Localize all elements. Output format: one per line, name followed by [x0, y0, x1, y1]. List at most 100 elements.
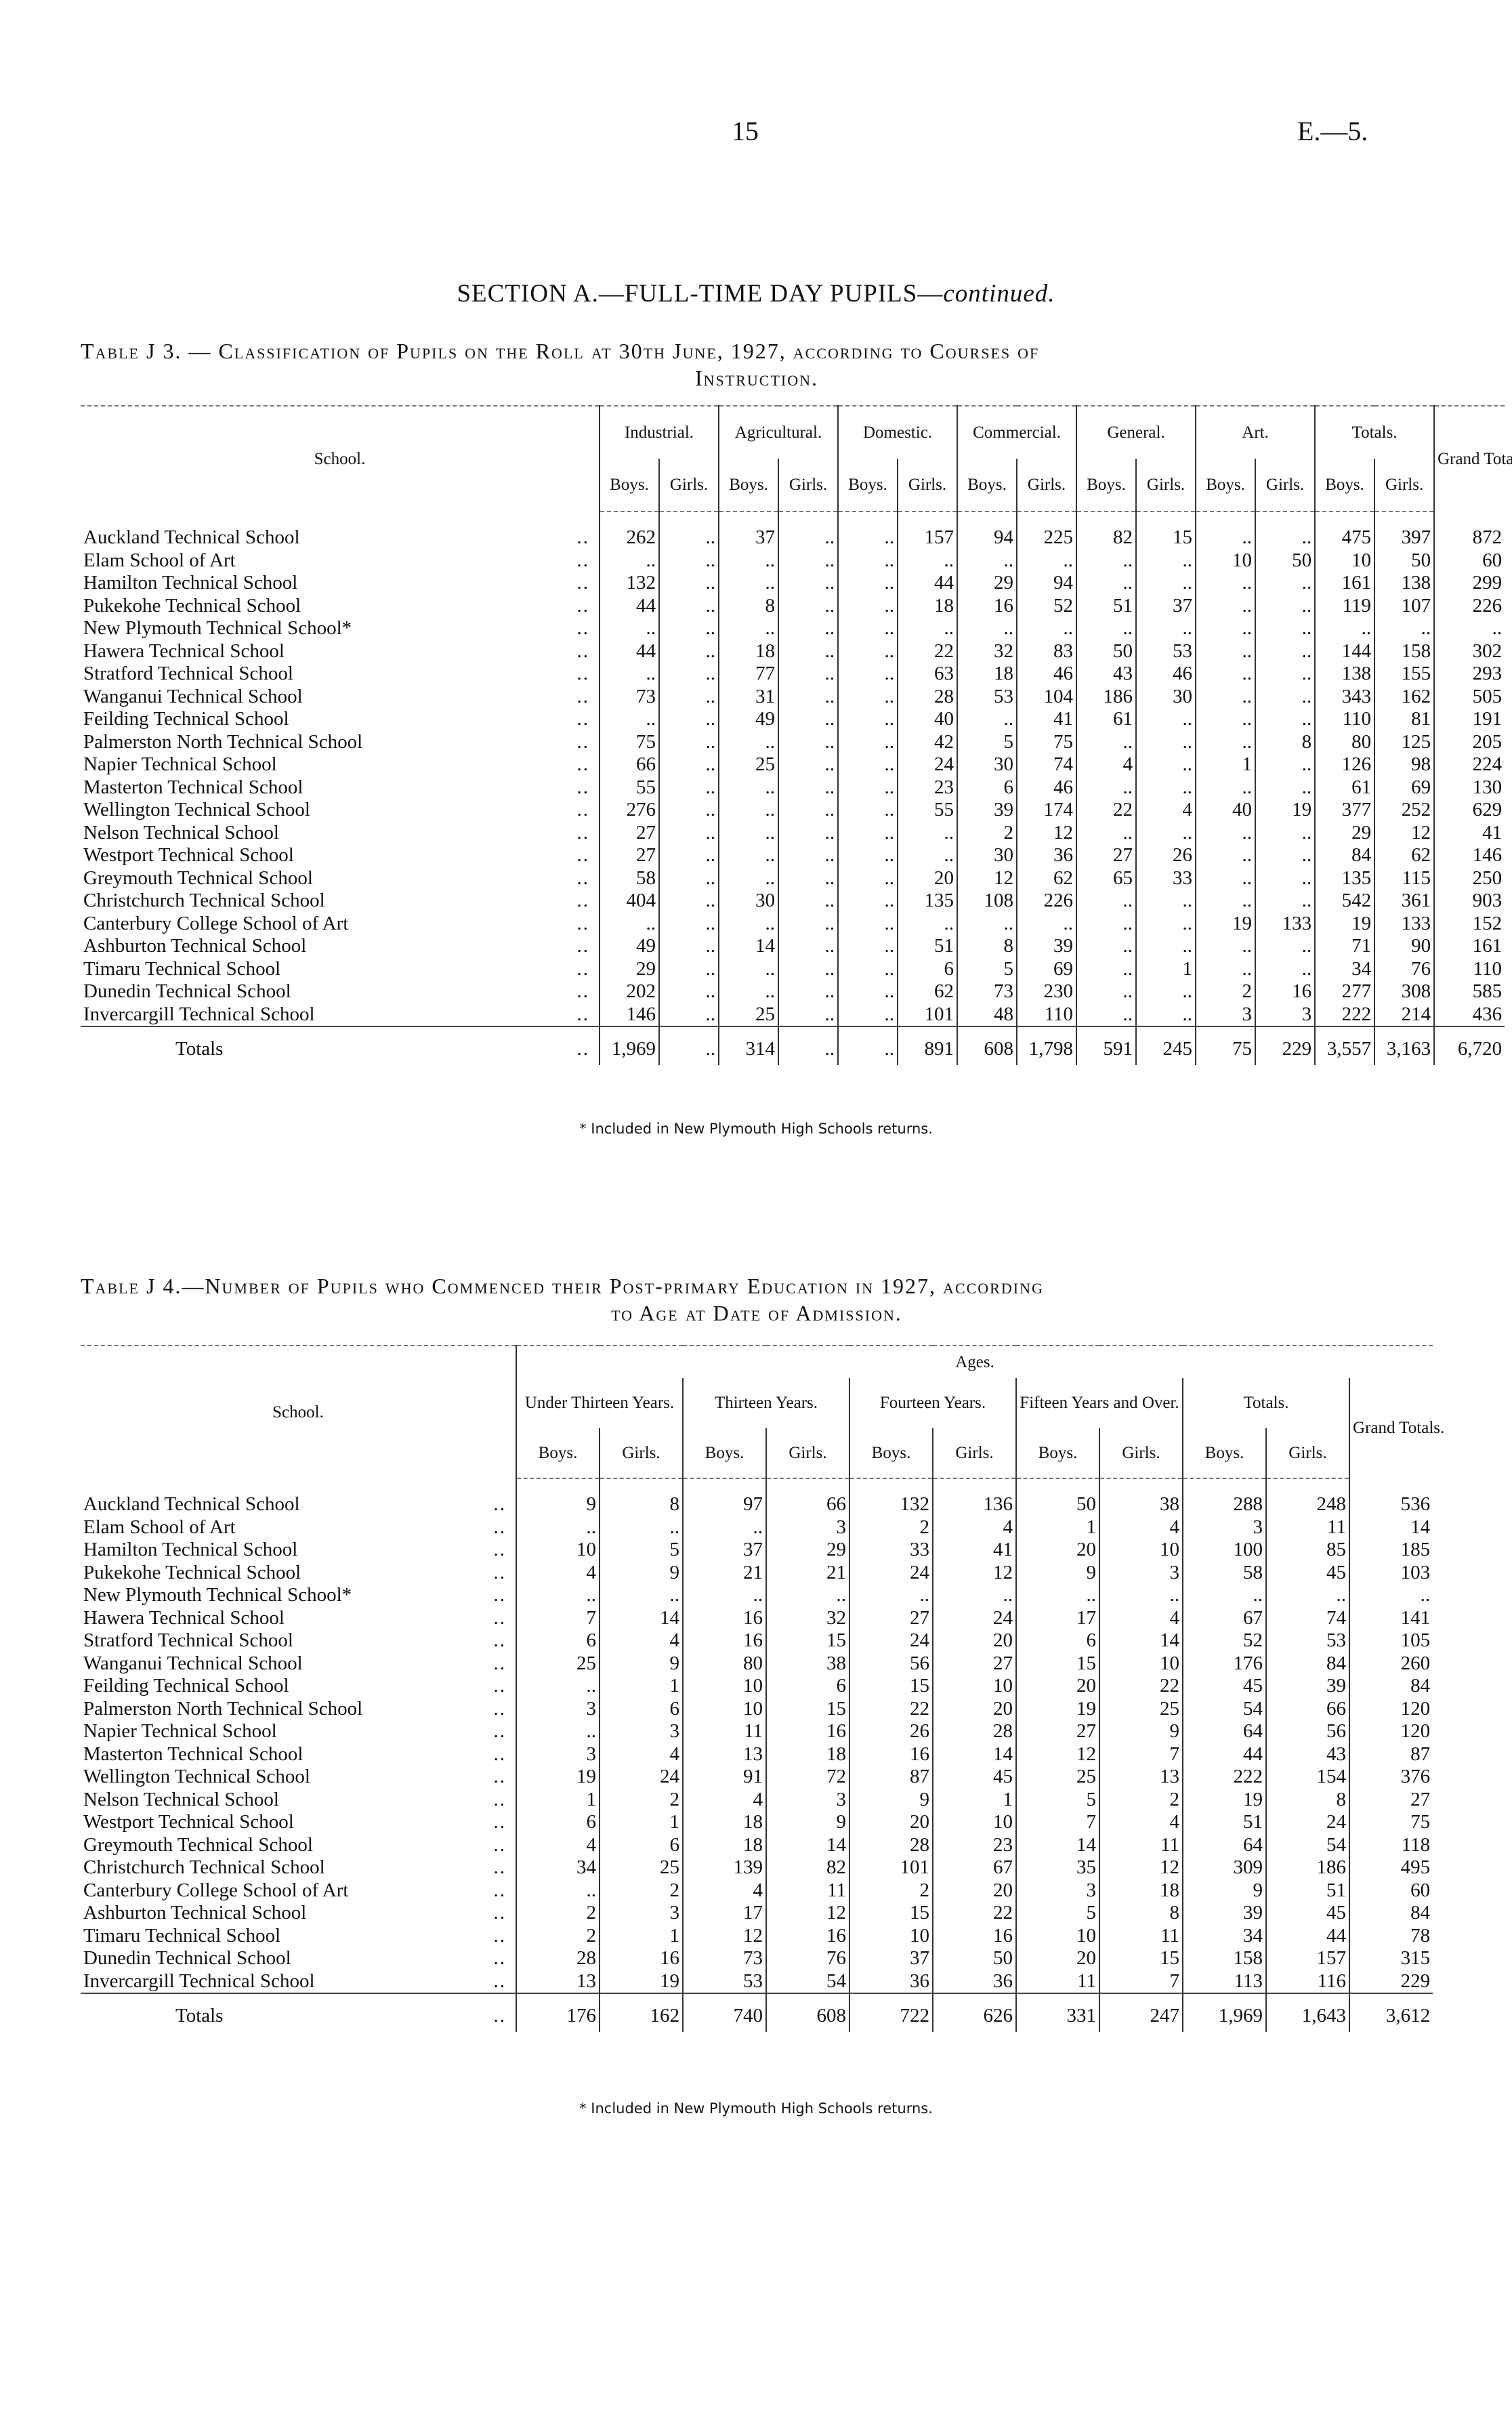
- school-name: Timaru Technical School..: [81, 1925, 516, 1948]
- cell-value: 1,798: [1016, 1025, 1077, 1065]
- cell-value: 245: [1135, 1025, 1196, 1065]
- cell-value: 12: [682, 1924, 766, 1947]
- cell-value: 5: [957, 730, 1017, 753]
- cell-value: 39: [1016, 935, 1077, 958]
- cell-value: ..: [837, 549, 898, 572]
- cell-value: 3: [599, 1720, 683, 1743]
- cell-value: 56: [1265, 1720, 1349, 1743]
- group-header: Agricultural.: [718, 405, 839, 459]
- cell-value: 31: [718, 685, 779, 708]
- cell-value: 58: [599, 867, 659, 890]
- table-row: Greymouth Technical School.. 58........ 20…: [81, 867, 1505, 890]
- cell-value: 41: [932, 1539, 1016, 1562]
- cell-value: 29: [1314, 821, 1375, 844]
- cell-value: 1: [599, 1924, 683, 1947]
- cell-value: 10: [1015, 1924, 1099, 1947]
- cell-value: 28: [849, 1833, 933, 1856]
- cell-value: 45: [932, 1766, 1016, 1789]
- cell-value: ..: [1076, 1003, 1137, 1026]
- group-header: Domestic.: [837, 405, 958, 459]
- cell-value: 24: [1265, 1811, 1349, 1834]
- cell-value: 309: [1182, 1856, 1266, 1879]
- school-name: Canterbury College School of Art..: [81, 1879, 516, 1902]
- cell-value: 343: [1314, 685, 1375, 708]
- cell-value: 115: [1374, 867, 1435, 890]
- cell-value: 135: [1314, 867, 1375, 890]
- cell-value: 40: [1195, 799, 1256, 822]
- school-label: Feilding Technical School: [83, 1675, 289, 1697]
- cell-value: 25: [718, 753, 779, 776]
- table-row: Pukekohe Technical School.. 4 9 21 21 24 12 9 3 5…: [81, 1561, 1433, 1584]
- school-label: Dunedin Technical School: [83, 1947, 291, 1970]
- leader-dots: ..: [576, 640, 589, 662]
- leader-dots: ..: [493, 1629, 506, 1652]
- cell-value: ..: [1016, 549, 1077, 572]
- cell-value: 101: [849, 1856, 933, 1879]
- cell-value: ..: [837, 753, 898, 776]
- group-header: General.: [1076, 405, 1196, 459]
- cell-value: 2: [849, 1516, 933, 1539]
- cell-value: 46: [1135, 663, 1196, 686]
- cell-value: 42: [897, 730, 958, 753]
- cell-value: 20: [932, 1629, 1016, 1652]
- cell-value: 248: [1265, 1493, 1349, 1516]
- cell-value: 4: [1076, 753, 1137, 776]
- leader-dots: ..: [576, 549, 589, 571]
- cell-value: 66: [599, 753, 659, 776]
- cell-value: 43: [1076, 663, 1137, 686]
- cell-value: 55: [599, 776, 659, 799]
- cell-value: 5: [1015, 1902, 1099, 1925]
- school-name: Greymouth Technical School..: [81, 1834, 516, 1857]
- leader-dots: ..: [576, 867, 589, 889]
- cell-value: 39: [957, 799, 1017, 822]
- school-name: Pukekohe Technical School..: [81, 595, 600, 618]
- school-label: Christchurch Technical School: [83, 1856, 325, 1879]
- table-row: New Plymouth Technical School*..........…: [81, 1584, 1433, 1607]
- cell-value: 74: [1265, 1606, 1349, 1629]
- cell-value: 230: [1016, 980, 1077, 1003]
- cell-value: 125: [1374, 730, 1435, 753]
- cell-value: ..: [1255, 708, 1316, 731]
- cell-value: ..: [957, 912, 1017, 935]
- group-header: Under Thirteen Years.: [516, 1378, 683, 1428]
- school-name: Nelson Technical School..: [81, 1789, 516, 1812]
- cell-value: 84: [1348, 1902, 1433, 1925]
- cell-value: ..: [718, 867, 779, 890]
- school-label: Elam School of Art: [83, 549, 236, 571]
- cell-value: 22: [1099, 1675, 1183, 1698]
- school-name: Dunedin Technical School..: [81, 1947, 516, 1970]
- cell-value: 19: [1195, 912, 1256, 935]
- table-row: Christchurch Technical School.. 404.. 30..…: [81, 890, 1505, 913]
- cell-value: 12: [1015, 1743, 1099, 1766]
- cell-value: 6: [897, 957, 958, 980]
- cell-value: ..: [837, 890, 898, 913]
- cell-value: ..: [837, 980, 898, 1003]
- cell-value: 8: [718, 594, 779, 617]
- cell-value: 17: [682, 1902, 766, 1925]
- cell-value: ..: [658, 1025, 719, 1065]
- cell-value: 29: [599, 957, 659, 980]
- school-label: Totals: [175, 1038, 224, 1060]
- cell-value: 16: [682, 1606, 766, 1629]
- cell-value: ..: [1195, 821, 1256, 844]
- table-j4-footnote: * Included in New Plymouth High Schools …: [579, 2100, 933, 2117]
- cell-value: 2: [1195, 980, 1256, 1003]
- cell-value: ..: [837, 935, 898, 958]
- leader-dots: ..: [493, 1924, 506, 1947]
- school-label: Hawera Technical School: [83, 1606, 285, 1629]
- cell-value: 225: [1016, 526, 1077, 549]
- cell-value: 21: [765, 1561, 849, 1584]
- cell-value: ..: [1195, 708, 1256, 731]
- cell-value: 37: [682, 1539, 766, 1562]
- cell-value: 9: [516, 1493, 600, 1516]
- cell-value: 49: [718, 708, 779, 731]
- school-label: Masterton Technical School: [83, 1743, 303, 1765]
- cell-value: 146: [1433, 844, 1505, 867]
- cell-value: 58: [1182, 1561, 1266, 1584]
- cell-value: ..: [837, 821, 898, 844]
- cell-value: 66: [1265, 1697, 1349, 1720]
- cell-value: ..: [718, 821, 779, 844]
- cell-value: 9: [599, 1652, 683, 1675]
- cell-value: 10: [682, 1675, 766, 1698]
- boys-header: Boys.: [516, 1428, 600, 1479]
